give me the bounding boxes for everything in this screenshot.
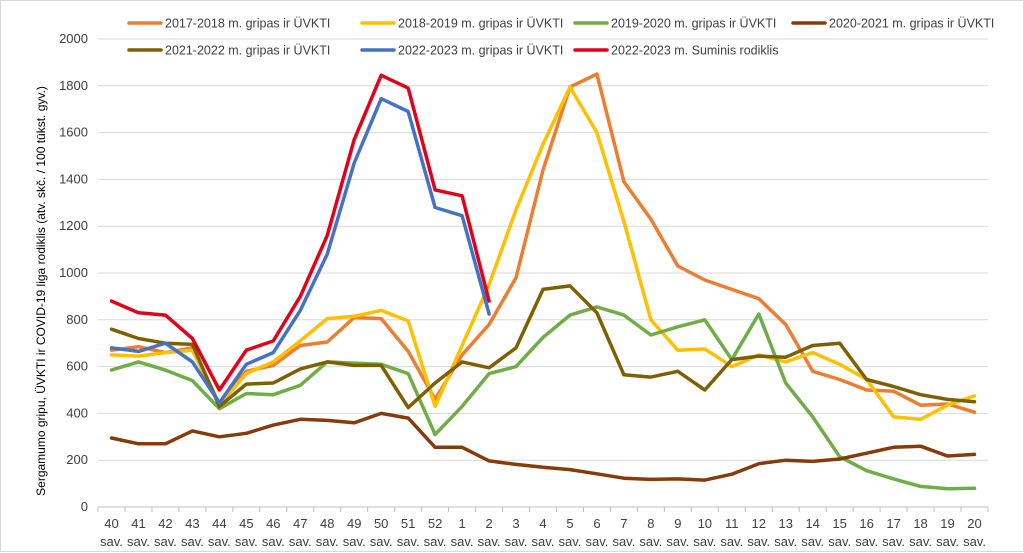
legend-label: 2018-2019 m. gripas ir ÜVKTI xyxy=(398,17,563,31)
x-tick-label: 46 xyxy=(266,516,280,531)
y-tick-label: 200 xyxy=(66,452,88,467)
x-tick-label: 7 xyxy=(620,516,627,531)
x-tick-suffix: sav. xyxy=(585,534,608,549)
y-tick-label: 2000 xyxy=(59,31,88,46)
legend-label: 2022-2023 m. gripas ir ÜVKTI xyxy=(398,44,563,58)
x-tick-suffix: sav. xyxy=(127,534,150,549)
x-tick-label: 44 xyxy=(212,516,226,531)
legend-label: 2022-2023 m. Suminis rodiklis xyxy=(611,44,778,58)
x-tick-label: 2 xyxy=(485,516,492,531)
x-tick-label: 6 xyxy=(593,516,600,531)
x-tick-label: 41 xyxy=(131,516,145,531)
x-tick-label: 47 xyxy=(293,516,307,531)
y-tick-label: 1400 xyxy=(59,171,88,186)
y-tick-label: 0 xyxy=(81,499,88,514)
y-tick-label: 1200 xyxy=(59,218,88,233)
x-tick-suffix: sav. xyxy=(478,534,501,549)
y-tick-label: 600 xyxy=(66,359,88,374)
x-tick-suffix: sav. xyxy=(100,534,123,549)
x-tick-label: 10 xyxy=(698,516,712,531)
x-tick-suffix: sav. xyxy=(909,534,932,549)
x-tick-suffix: sav. xyxy=(343,534,366,549)
x-tick-label: 45 xyxy=(239,516,253,531)
x-tick-label: 19 xyxy=(940,516,954,531)
series-line-7 xyxy=(109,73,491,392)
series-lines xyxy=(109,72,977,491)
x-tick-label: 11 xyxy=(725,516,739,531)
x-tick-label: 12 xyxy=(752,516,766,531)
x-tick-label: 4 xyxy=(539,516,546,531)
x-tick-label: 1 xyxy=(458,516,465,531)
x-tick-suffix: sav. xyxy=(262,534,285,549)
series-line-6 xyxy=(109,96,491,405)
x-tick-label: 3 xyxy=(512,516,519,531)
x-tick-label: 15 xyxy=(832,516,846,531)
x-tick-label: 50 xyxy=(374,516,388,531)
x-tick-suffix: sav. xyxy=(208,534,231,549)
x-tick-suffix: sav. xyxy=(370,534,393,549)
x-tick-suffix: sav. xyxy=(532,534,555,549)
x-tick-label: 48 xyxy=(320,516,334,531)
x-tick-label: 16 xyxy=(859,516,873,531)
x-tick-suffix: sav. xyxy=(505,534,528,549)
axes: 0 200 400 600 800 1000 1200 1400 1600 1800 2000 40 s… xyxy=(59,31,989,549)
x-tick-suffix: sav. xyxy=(666,534,689,549)
x-tick-label: 49 xyxy=(347,516,361,531)
x-tick-suffix: sav. xyxy=(316,534,339,549)
x-tick-suffix: sav. xyxy=(828,534,851,549)
y-tick-label: 1800 xyxy=(59,78,88,93)
legend-label: 2017-2018 m. gripas ir ÜVKTI xyxy=(165,17,330,31)
x-tick-suffix: sav. xyxy=(720,534,743,549)
legend: 2017-2018 m. gripas ir ÜVKTI 2018-2019 m.… xyxy=(127,17,994,58)
x-tick-label: 13 xyxy=(778,516,792,531)
x-tick-suffix: sav. xyxy=(235,534,258,549)
x-tick-suffix: sav. xyxy=(936,534,959,549)
series-line-5 xyxy=(109,284,977,410)
x-tick-label: 20 xyxy=(967,516,981,531)
x-tick-suffix: sav. xyxy=(424,534,447,549)
x-tick-label: 9 xyxy=(674,516,681,531)
x-tick-label: 5 xyxy=(566,516,573,531)
x-tick-label: 17 xyxy=(886,516,900,531)
series-line-3 xyxy=(109,305,977,491)
x-tick-suffix: sav. xyxy=(397,534,420,549)
series-line-4 xyxy=(109,411,977,482)
legend-label: 2020-2021 m. gripas ir ÜVKTI xyxy=(829,17,994,31)
legend-label: 2019-2020 m. gripas ir ÜVKTI xyxy=(611,17,776,31)
y-tick-label: 1000 xyxy=(59,265,88,280)
x-tick-label: 43 xyxy=(185,516,199,531)
x-tick-suffix: sav. xyxy=(855,534,878,549)
x-tick-label: 14 xyxy=(805,516,819,531)
x-tick-label: 52 xyxy=(428,516,442,531)
x-tick-label: 42 xyxy=(158,516,172,531)
x-tick-suffix: sav. xyxy=(559,534,582,549)
x-tick-suffix: sav. xyxy=(181,534,204,549)
x-tick-suffix: sav. xyxy=(612,534,635,549)
y-tick-label: 400 xyxy=(66,405,88,420)
series-line-1 xyxy=(109,72,977,414)
series-line-2 xyxy=(109,85,977,422)
x-tick-label: 18 xyxy=(913,516,927,531)
y-axis-label: Sergamumo gripu, ÜVKTI ir COVID-19 liga … xyxy=(34,86,48,496)
x-tick-suffix: sav. xyxy=(639,534,662,549)
x-tick-label: 51 xyxy=(401,516,415,531)
x-tick-suffix: sav. xyxy=(882,534,905,549)
x-tick-suffix: sav. xyxy=(801,534,824,549)
x-tick-suffix: sav. xyxy=(289,534,312,549)
x-tick-suffix: sav. xyxy=(154,534,177,549)
x-tick-suffix: sav. xyxy=(747,534,770,549)
x-tick-label: 40 xyxy=(104,516,118,531)
x-tick-suffix: sav. xyxy=(451,534,474,549)
y-tick-label: 800 xyxy=(66,312,88,327)
x-tick-suffix: sav. xyxy=(693,534,716,549)
x-tick-suffix: sav. xyxy=(963,534,986,549)
legend-label: 2021-2022 m. gripas ir ÜVKTI xyxy=(165,44,330,58)
x-tick-suffix: sav. xyxy=(774,534,797,549)
y-tick-label: 1600 xyxy=(59,125,88,140)
x-tick-label: 8 xyxy=(647,516,654,531)
